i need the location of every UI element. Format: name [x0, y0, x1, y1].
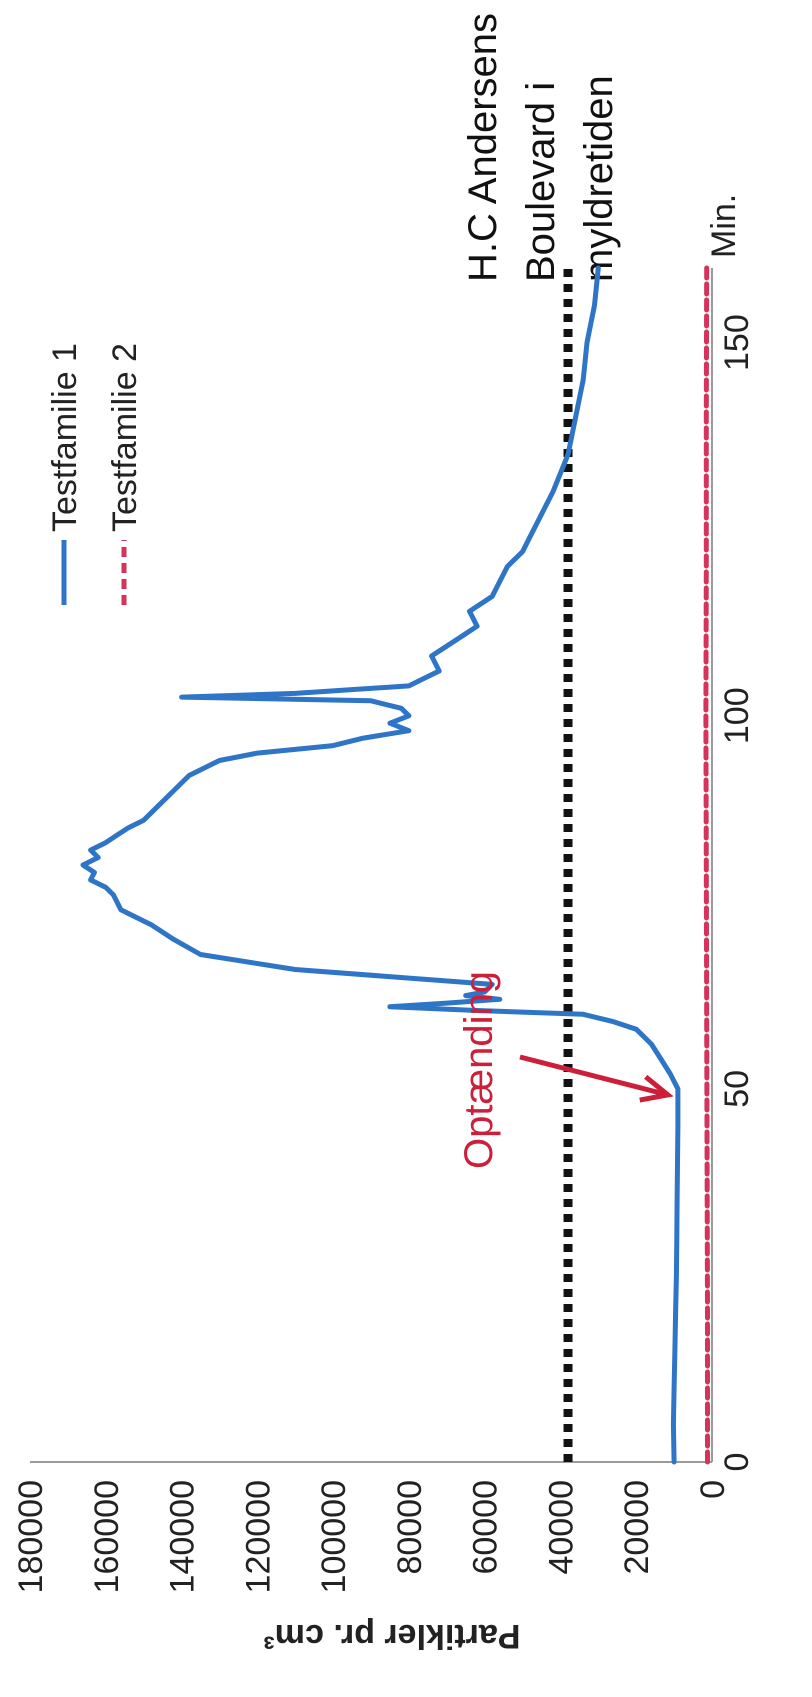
x-tick-label: 50: [718, 1070, 756, 1108]
y-tick-label: 120000: [239, 1480, 277, 1593]
y-axis-title: Partikler pr. cm³: [263, 1617, 520, 1655]
annotation-arrowhead: [639, 1074, 674, 1103]
reference-line-label: Boulevard i: [519, 82, 563, 282]
x-tick-label: 150: [718, 314, 756, 371]
x-tick-label: 100: [718, 687, 756, 744]
y-tick-label: 140000: [164, 1480, 202, 1593]
series-line: [80, 265, 681, 1465]
reference-line-label: myldretiden: [577, 75, 621, 282]
axis-ticks: 0 20000 40000 60000 80000 100000 120000 140000 1…: [12, 314, 756, 1593]
y-tick-label: 20000: [618, 1480, 656, 1575]
y-tick-label: 0: [694, 1480, 732, 1499]
series-line: [703, 265, 710, 1465]
y-tick-label: 60000: [467, 1480, 505, 1575]
annotation-arrow: [519, 1054, 669, 1098]
legend-label: Testfamilie 2: [106, 343, 144, 532]
y-tick-label: 80000: [391, 1480, 429, 1575]
legend: Testfamilie 1 Testfamilie 2: [46, 343, 144, 605]
x-axis-title: Min.: [705, 194, 743, 258]
y-tick-label: 180000: [12, 1480, 50, 1593]
legend-label: Testfamilie 1: [46, 343, 84, 532]
annotation-layer: Optænding: [457, 971, 674, 1169]
reference-line: H.C Andersens Boulevard i myldretiden: [461, 13, 621, 1462]
reference-line-label: H.C Andersens: [461, 13, 505, 282]
annotation-label: Optænding: [457, 971, 501, 1169]
y-tick-label: 40000: [542, 1480, 580, 1575]
x-tick-label: 0: [718, 1453, 756, 1472]
y-tick-label: 160000: [88, 1480, 126, 1593]
y-tick-label: 100000: [315, 1480, 353, 1593]
series-layer: [80, 265, 710, 1465]
